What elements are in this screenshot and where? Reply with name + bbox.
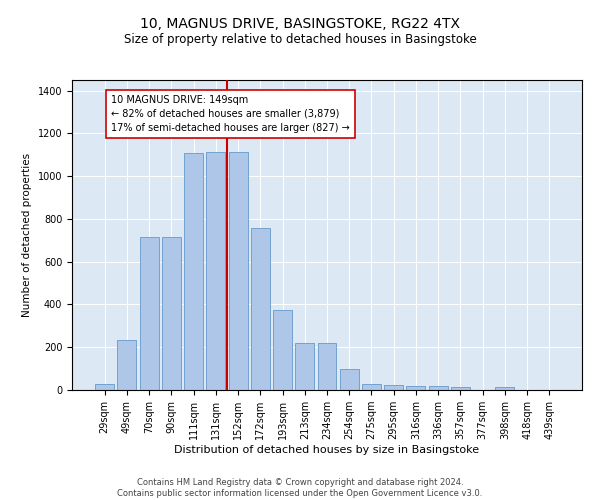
Text: 10, MAGNUS DRIVE, BASINGSTOKE, RG22 4TX: 10, MAGNUS DRIVE, BASINGSTOKE, RG22 4TX — [140, 18, 460, 32]
Text: Size of property relative to detached houses in Basingstoke: Size of property relative to detached ho… — [124, 32, 476, 46]
Bar — [429, 386, 448, 390]
Bar — [251, 228, 270, 390]
Bar — [95, 384, 114, 390]
Bar — [362, 384, 381, 390]
Bar — [140, 237, 158, 390]
Bar — [406, 386, 425, 390]
Bar — [451, 388, 470, 390]
X-axis label: Distribution of detached houses by size in Basingstoke: Distribution of detached houses by size … — [175, 445, 479, 455]
Y-axis label: Number of detached properties: Number of detached properties — [22, 153, 32, 317]
Bar — [340, 368, 359, 390]
Bar — [162, 237, 181, 390]
Bar — [384, 384, 403, 390]
Bar — [317, 343, 337, 390]
Bar — [184, 152, 203, 390]
Bar — [206, 152, 225, 390]
Bar — [496, 388, 514, 390]
Bar — [118, 340, 136, 390]
Text: 10 MAGNUS DRIVE: 149sqm
← 82% of detached houses are smaller (3,879)
17% of semi: 10 MAGNUS DRIVE: 149sqm ← 82% of detache… — [112, 95, 350, 133]
Text: Contains HM Land Registry data © Crown copyright and database right 2024.
Contai: Contains HM Land Registry data © Crown c… — [118, 478, 482, 498]
Bar — [229, 152, 248, 390]
Bar — [273, 310, 292, 390]
Bar — [295, 343, 314, 390]
